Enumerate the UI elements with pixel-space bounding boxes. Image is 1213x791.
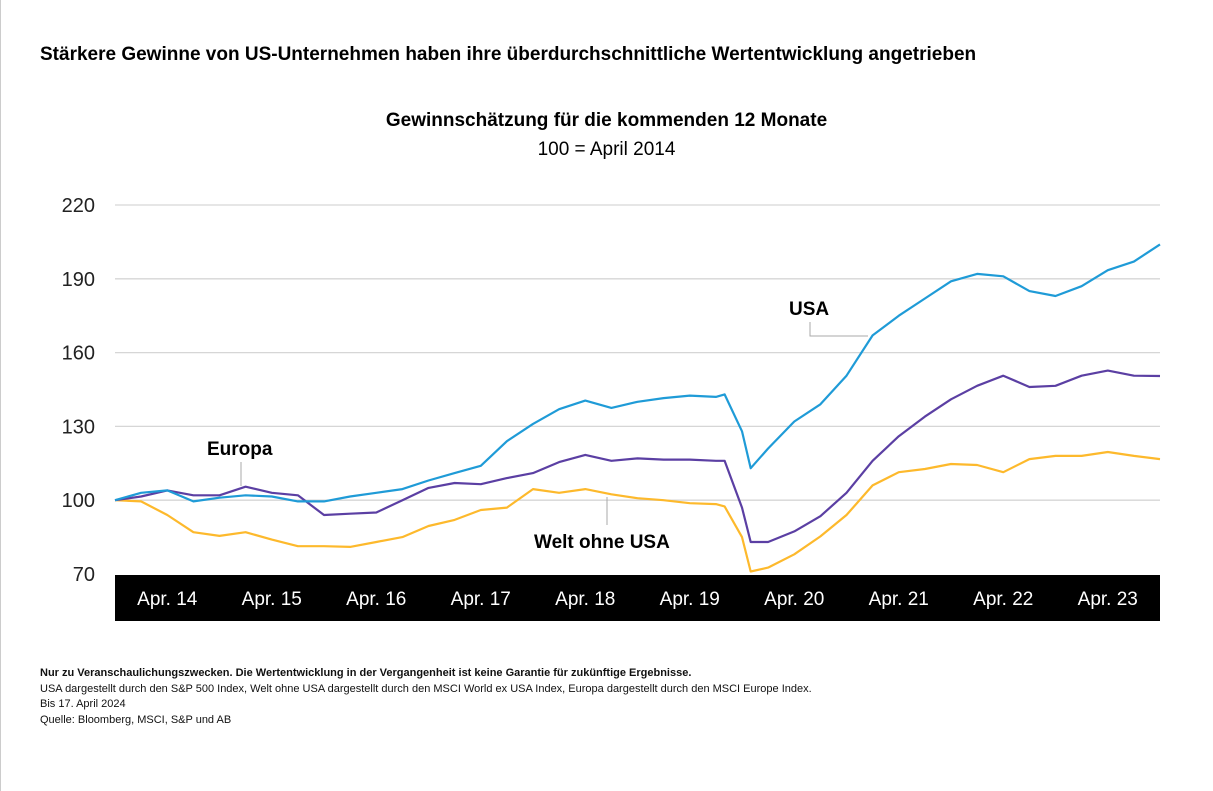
disclaimer: Nur zu Veranschaulichungszwecken. Die We… xyxy=(40,667,692,679)
x-tick-label: Apr. 15 xyxy=(242,589,302,610)
series-line-usa xyxy=(114,243,1161,503)
y-tick-label: 100 xyxy=(62,490,95,512)
frame-border xyxy=(0,0,1,791)
series-label-welt-ohne-usa: Welt ohne USA xyxy=(534,532,670,553)
y-tick-label: 220 xyxy=(62,195,95,217)
x-axis: Apr. 14 Apr. 15 Apr. 16 Apr. 17 Apr. 18 Apr. … xyxy=(137,589,1138,610)
series-labels: Europa Welt ohne USA USA xyxy=(207,299,868,553)
index-note: USA dargestellt durch den S&P 500 Index,… xyxy=(40,682,812,695)
series-line-welt-ohne-usa xyxy=(114,450,1161,573)
y-tick-label: 190 xyxy=(62,269,95,291)
page-title: Stärkere Gewinne von US-Unternehmen habe… xyxy=(40,44,977,65)
footnotes: Nur zu Veranschaulichungszwecken. Die We… xyxy=(40,666,812,728)
y-tick-label: 70 xyxy=(73,564,95,586)
x-axis-band xyxy=(115,575,1160,621)
x-tick-label: Apr. 14 xyxy=(137,589,198,610)
x-tick-label: Apr. 22 xyxy=(973,589,1033,610)
y-axis: 70 100 130 160 190 220 xyxy=(62,195,95,586)
series-label-usa: USA xyxy=(789,299,829,320)
x-tick-label: Apr. 23 xyxy=(1078,589,1138,610)
x-tick-label: Apr. 21 xyxy=(869,589,929,610)
y-tick-label: 130 xyxy=(62,416,95,438)
chart-subtitle: 100 = April 2014 xyxy=(537,139,676,160)
y-tick-label: 160 xyxy=(62,343,95,365)
series-label-europa: Europa xyxy=(207,439,273,460)
series-line-europa xyxy=(114,369,1161,544)
x-tick-label: Apr. 16 xyxy=(346,589,406,610)
x-tick-label: Apr. 17 xyxy=(451,589,511,610)
x-tick-label: Apr. 20 xyxy=(764,589,824,610)
usa-leader-line xyxy=(809,322,868,337)
x-tick-label: Apr. 19 xyxy=(660,589,720,610)
source-note: Quelle: Bloomberg, MSCI, S&P und AB xyxy=(40,713,232,726)
series-lines xyxy=(114,243,1161,573)
date-note: Bis 17. April 2024 xyxy=(40,698,126,710)
x-tick-label: Apr. 18 xyxy=(555,589,615,610)
chart-title: Gewinnschätzung für die kommenden 12 Mon… xyxy=(385,110,828,131)
